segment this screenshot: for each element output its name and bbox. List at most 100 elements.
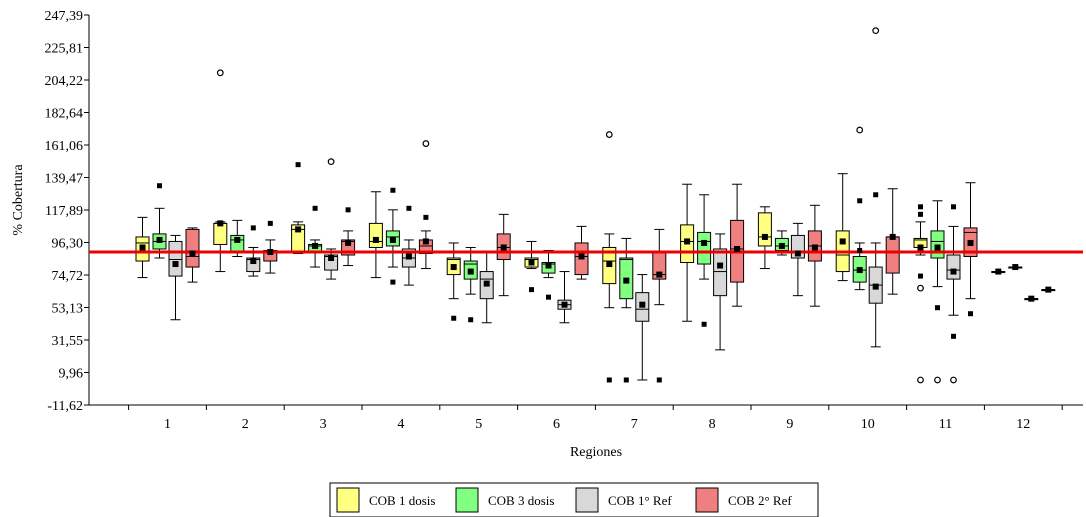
box-cob-1-ref (401, 239, 416, 286)
legend-swatch (455, 487, 479, 513)
mean-marker (217, 220, 224, 227)
box-cob-1-dosis (835, 173, 850, 282)
y-tick-label: 139,47 (45, 171, 84, 186)
y-tick-label: 204,22 (45, 74, 84, 89)
mean-marker (500, 244, 507, 251)
mean-marker (656, 271, 663, 278)
legend-label: COB 1 dosis (369, 493, 435, 508)
x-tick-label: 10 (861, 417, 875, 432)
x-tick-label: 9 (786, 417, 793, 432)
box-body (930, 230, 945, 259)
x-tick-label: 3 (320, 417, 327, 432)
mean-marker (1028, 295, 1035, 302)
mean-marker (372, 236, 379, 243)
x-tick-label: 11 (939, 417, 952, 432)
x-axis: 1 2 3 4 5 6 7 8 9 10 11 12 (89, 404, 1083, 432)
box-body (213, 222, 228, 245)
mean-marker (950, 268, 957, 275)
mean-marker (794, 250, 801, 257)
box-cob-1-ref (324, 248, 339, 280)
y-tick-label: 225,81 (45, 41, 84, 56)
outlier-filled (623, 377, 629, 383)
outlier-filled (157, 183, 162, 189)
outlier-filled (857, 198, 863, 204)
mean-marker (578, 253, 585, 260)
outlier-hollow (327, 158, 335, 166)
y-tick-label: 96,30 (52, 237, 84, 252)
legend: COB 1 dosis COB 3 dosis COB 1° Ref COB 2° R… (329, 482, 819, 517)
outlier-filled (951, 204, 956, 210)
outlier-filled (250, 225, 256, 231)
x-tick-label: 12 (1016, 417, 1030, 432)
outlier-filled (951, 333, 956, 339)
y-tick-label: -11,62 (47, 399, 83, 414)
mean-marker (467, 268, 474, 275)
mean-marker (1045, 286, 1052, 293)
box-body (168, 240, 183, 277)
box-body (697, 231, 712, 265)
legend-swatch (575, 487, 599, 513)
mean-marker (139, 244, 146, 251)
outlier-filled (390, 279, 396, 285)
box-cob-3-dosis (619, 237, 634, 309)
box-body (324, 254, 339, 271)
box-cob-1-dosis (757, 206, 772, 270)
box-cob-1-dosis (213, 221, 228, 273)
mean-marker (995, 268, 1002, 275)
mean-marker (389, 236, 396, 243)
outlier-filled (857, 247, 863, 253)
mean-marker (967, 239, 974, 246)
x-tick-label: 8 (709, 417, 716, 432)
outlier-filled (345, 207, 351, 213)
outlier-filled (546, 294, 551, 300)
box-cob-1-ref (635, 274, 650, 381)
mean-marker (250, 258, 257, 265)
box-body (368, 222, 383, 248)
y-tick-label: 53,13 (52, 302, 84, 317)
x-axis-label: Regiones (570, 445, 622, 460)
mean-marker (623, 277, 630, 284)
outlier-hollow (216, 69, 224, 77)
box-cob-2-ref (885, 188, 900, 295)
mean-marker (639, 301, 646, 308)
y-axis-label: % Cobertura (11, 164, 26, 236)
outlier-filled (529, 287, 534, 293)
outlier-hollow (917, 284, 924, 292)
box-cob-1-dosis (602, 233, 617, 309)
mean-marker (545, 262, 552, 269)
box-cob-1-ref (479, 251, 494, 324)
mean-marker (839, 238, 846, 245)
outlier-filled (606, 377, 612, 383)
outlier-filled (701, 321, 707, 327)
box-body (946, 254, 961, 280)
outlier-filled (423, 214, 429, 220)
outlier-filled (935, 305, 940, 311)
box-cob-1-ref (790, 222, 805, 297)
mean-marker (234, 236, 241, 243)
outlier-filled (390, 187, 396, 193)
box-cob-2-ref (496, 213, 511, 297)
box-cob-2-ref (263, 239, 278, 274)
outlier-filled (267, 220, 273, 226)
outlier-hollow (950, 376, 957, 384)
x-tick-label: 4 (397, 417, 404, 432)
box-cob-1-ref (168, 234, 183, 321)
outlier-filled (656, 377, 662, 383)
box-cob-2-ref (341, 230, 356, 267)
box-cob-2-ref (730, 183, 745, 307)
outlier-hollow (872, 27, 880, 35)
x-tick-label: 2 (242, 417, 249, 432)
mean-marker (528, 259, 535, 266)
y-tick-label: 247,39 (45, 9, 84, 24)
outlier-hollow (856, 126, 864, 134)
y-tick-label: 182,64 (45, 106, 84, 121)
mean-marker (778, 242, 785, 249)
outlier-filled (295, 162, 301, 168)
box-cob-1-ref (557, 271, 572, 324)
outlier-filled (968, 311, 973, 317)
mean-marker (1012, 264, 1019, 271)
outlier-filled (406, 205, 412, 211)
box-cob-3-dosis (697, 194, 712, 280)
x-tick-label: 6 (553, 417, 560, 432)
